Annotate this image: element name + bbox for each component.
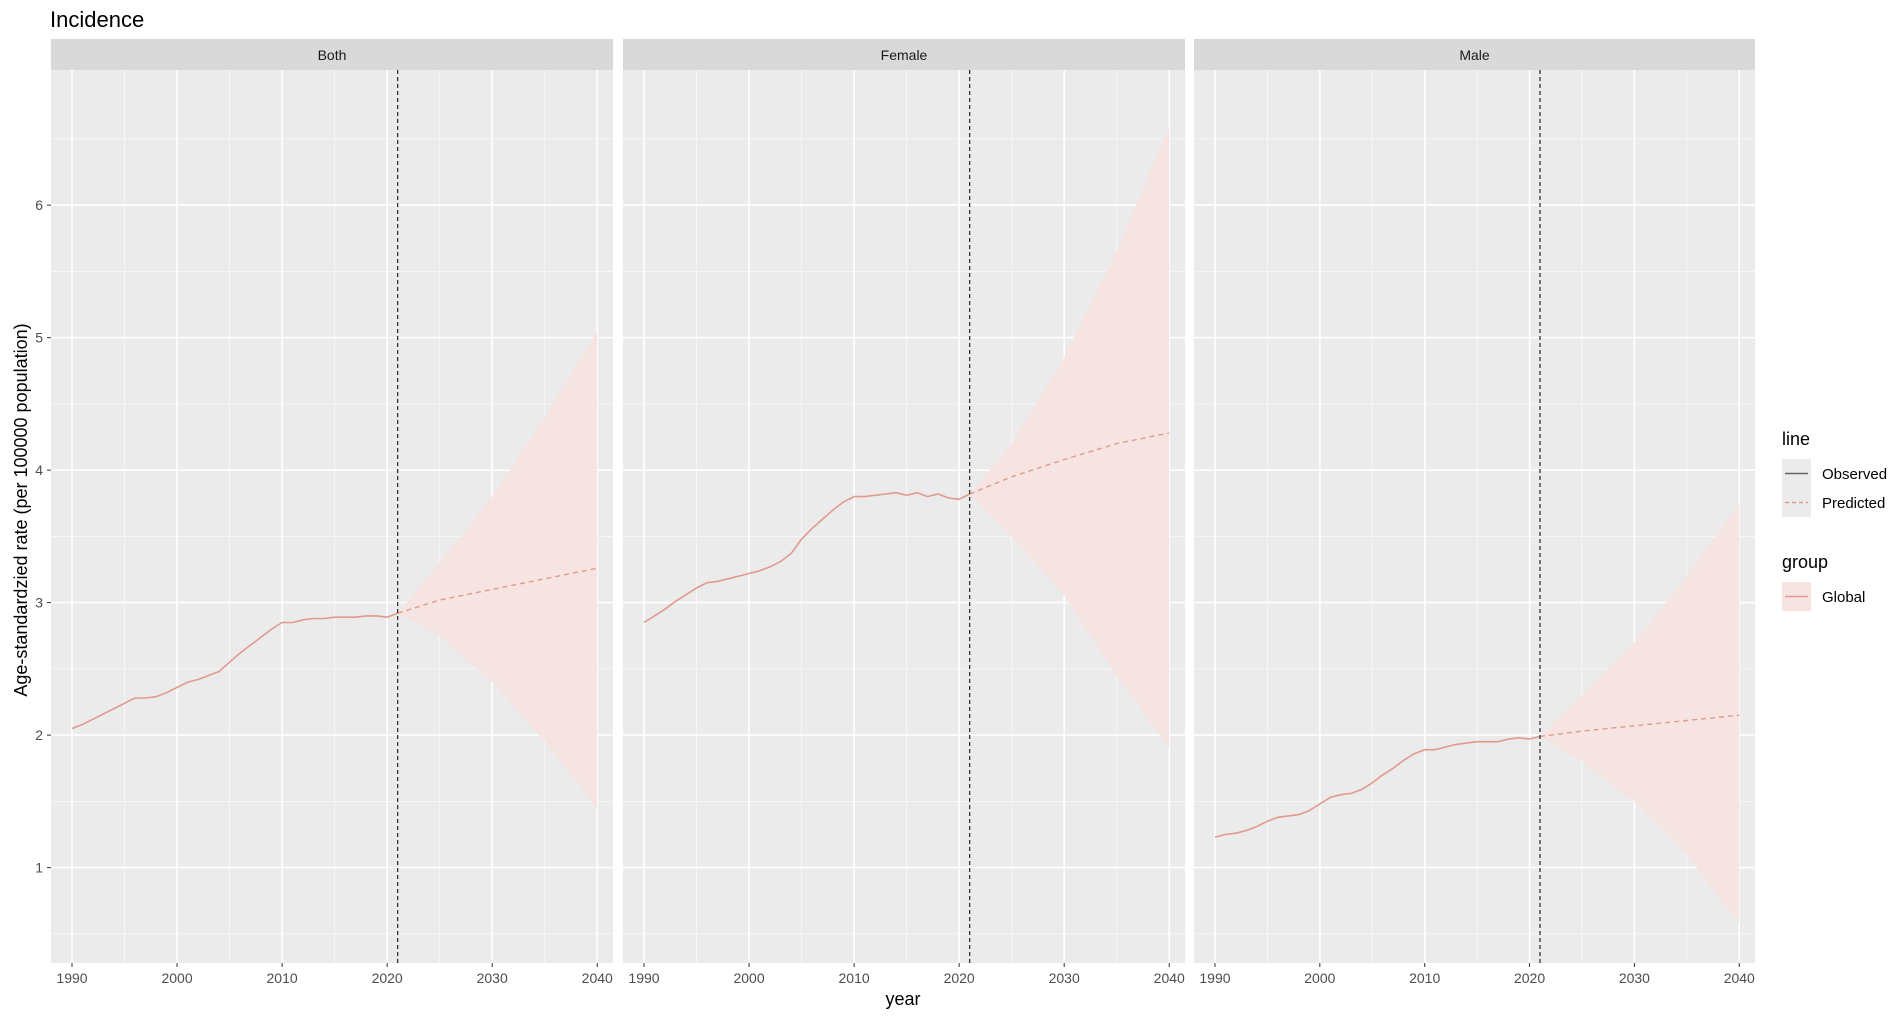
- y-axis: 1 2 3 4 5 6: [35, 197, 51, 876]
- y-tick-label: 1: [35, 860, 43, 876]
- x-tick-label: 1990: [1199, 970, 1230, 986]
- facet-panels: Both 1990 2000 2010 2020 2030 2040 Female 1990 20…: [51, 39, 1755, 986]
- facet-strip-female: [623, 39, 1185, 70]
- y-tick-label: 3: [35, 595, 43, 611]
- observed-line-female: [643, 491, 971, 624]
- x-tick-label: 1990: [628, 970, 659, 986]
- x-tick-label: 2040: [582, 970, 613, 986]
- legend-title-group: group: [1782, 552, 1828, 572]
- facet-female: Female 1990 2000 2010 2020 2030 2040: [623, 39, 1185, 986]
- chart-title: Incidence: [50, 7, 144, 32]
- predicted-line-male: [1539, 714, 1740, 738]
- y-tick-label: 2: [35, 727, 43, 743]
- x-tick-label: 2030: [477, 970, 508, 986]
- x-tick-label: 2040: [1724, 970, 1755, 986]
- x-tick-label: 2020: [944, 970, 975, 986]
- facet-strip-label-female: Female: [881, 47, 928, 63]
- facet-strip-label-both: Both: [318, 47, 347, 63]
- x-tick-label: 2000: [161, 970, 192, 986]
- confidence-band-both: [397, 331, 598, 808]
- facet-strip-male: [1194, 39, 1755, 70]
- x-tick-label: 2040: [1154, 970, 1185, 986]
- x-tick-label: 2030: [1049, 970, 1080, 986]
- legend-line: line Observed Predicted: [1782, 429, 1887, 517]
- x-tick-label: 2010: [1409, 970, 1440, 986]
- predicted-line-both: [397, 567, 598, 614]
- facet-male: Male 1990 2000 2010 2020 2030 2040: [1194, 39, 1755, 986]
- facet-strip-both: [51, 39, 613, 70]
- x-tick-label: 2010: [267, 970, 298, 986]
- observed-line-male: [1214, 735, 1541, 838]
- x-axis-title: year: [885, 989, 920, 1009]
- legend-title-line: line: [1782, 429, 1810, 449]
- y-tick-label: 5: [35, 330, 43, 346]
- facet-strip-label-male: Male: [1459, 47, 1490, 63]
- confidence-band-male: [1540, 503, 1740, 924]
- x-tick-label: 2010: [839, 970, 870, 986]
- x-tick-label: 2000: [1304, 970, 1335, 986]
- legend: line Observed Predicted group Global: [1782, 429, 1887, 611]
- x-tick-label: 2020: [372, 970, 403, 986]
- predicted-line-female: [969, 432, 1170, 495]
- facet-both: Both 1990 2000 2010 2020 2030 2040: [51, 39, 613, 986]
- observed-line-both: [71, 612, 398, 730]
- legend-label-predicted: Predicted: [1822, 495, 1885, 512]
- y-tick-label: 4: [35, 462, 43, 478]
- x-tick-label: 2020: [1514, 970, 1545, 986]
- x-tick-label: 1990: [56, 970, 87, 986]
- x-tick-label: 2030: [1619, 970, 1650, 986]
- y-axis-title: Age-standardzied rate (per 100000 popula…: [11, 323, 31, 696]
- x-tick-label: 2000: [733, 970, 764, 986]
- confidence-band-female: [969, 125, 1170, 749]
- legend-group: group Global: [1782, 552, 1865, 611]
- y-tick-label: 6: [35, 197, 43, 213]
- legend-label-observed: Observed: [1822, 466, 1887, 483]
- legend-label-global: Global: [1822, 589, 1865, 606]
